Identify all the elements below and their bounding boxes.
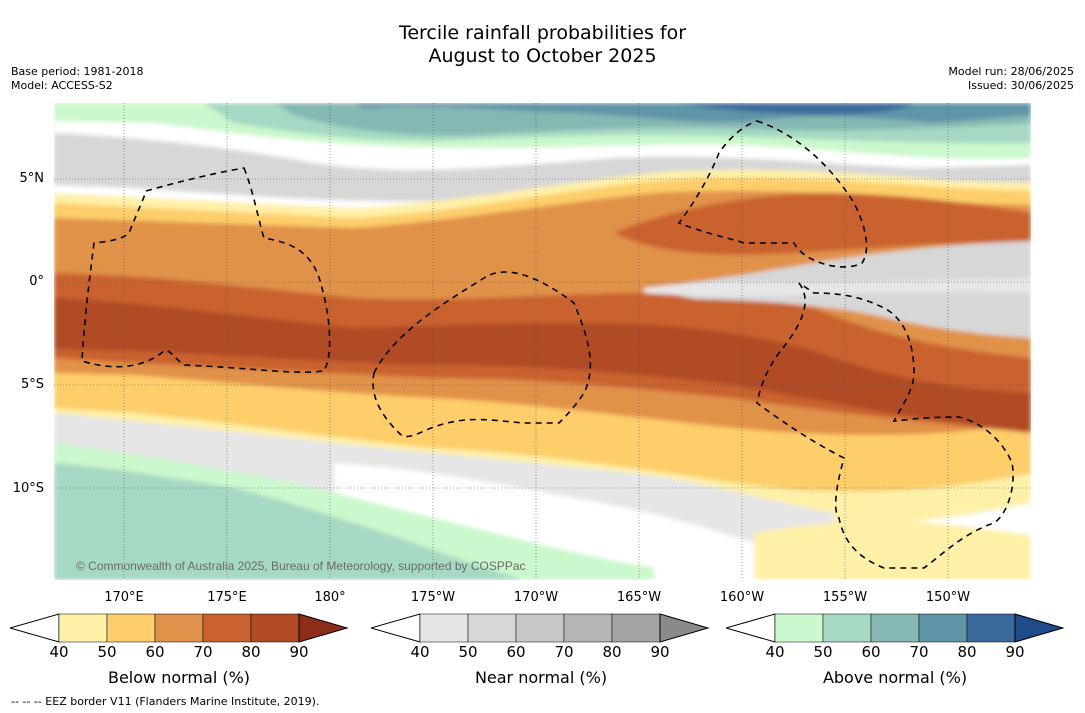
below-tick-50: 50 [97, 643, 117, 661]
colorbar-above [726, 613, 1065, 643]
lon-label-170e: 170°E [104, 590, 144, 605]
eez-central [372, 271, 592, 438]
probability-map: © Commonwealth of Australia 2025, Bureau… [54, 103, 1031, 580]
lon-label-170w: 170°W [513, 590, 559, 605]
chart-title-line2: August to October 2025 [428, 45, 657, 67]
model-name: Model: ACCESS-S2 [11, 79, 113, 92]
near-tick-50: 50 [458, 643, 478, 661]
model-run: Model run: 28/06/2025 [948, 65, 1074, 78]
lon-label-165w: 165°W [616, 590, 662, 605]
above-tick-60: 60 [861, 643, 881, 661]
below-tick-40: 40 [49, 643, 69, 661]
near-tick-80: 80 [602, 643, 622, 661]
near-tick-40: 40 [410, 643, 430, 661]
chart-title-line1: Tercile rainfall probabilities for [398, 22, 687, 44]
colorbar-below [10, 613, 349, 643]
region-below-north-70 [614, 193, 1031, 255]
region-near-equator-white [644, 278, 1031, 297]
gridlines [54, 103, 1031, 580]
eez-legend-note: -- -- -- EEZ border V11 (Flanders Marine… [11, 695, 320, 708]
eez-east-south [756, 282, 1014, 569]
colorbar-above-label: Above normal (%) [822, 668, 968, 687]
eez-borders [81, 120, 1014, 569]
meta-left: Base period: 1981-2018 Model: ACCESS-S2 [11, 65, 143, 93]
near-tick-60: 60 [506, 643, 526, 661]
colorbar-near-label: Near normal (%) [474, 668, 608, 687]
region-below-80 [54, 298, 1031, 431]
above-tick-70: 70 [909, 643, 929, 661]
below-tick-80: 80 [241, 643, 261, 661]
region-above-south-east [754, 521, 1031, 580]
lat-label-5s: 5°S [20, 377, 44, 392]
lon-label-155w: 155°W [822, 590, 868, 605]
lat-label-5n: 5°N [19, 171, 45, 186]
region-above-north-80 [674, 103, 914, 115]
map-svg: © Commonwealth of Australia 2025, Bureau… [54, 103, 1031, 580]
below-tick-90: 90 [289, 643, 309, 661]
near-tick-70: 70 [554, 643, 574, 661]
lon-label-160w: 160°W [719, 590, 765, 605]
region-above-south-50 [54, 463, 524, 580]
lon-label-180: 180° [314, 590, 346, 605]
colorbar-near [371, 613, 710, 643]
issued-date: Issued: 30/06/2025 [967, 79, 1074, 92]
colorbar-below-label: Below normal (%) [107, 668, 251, 687]
lon-label-175w: 175°W [410, 590, 456, 605]
map-shading [54, 103, 1031, 580]
above-tick-50: 50 [813, 643, 833, 661]
below-tick-60: 60 [145, 643, 165, 661]
above-tick-80: 80 [957, 643, 977, 661]
lon-label-175e: 175°E [207, 590, 247, 605]
meta-right: Model run: 28/06/2025 Issued: 30/06/2025 [948, 65, 1074, 93]
copyright-text: © Commonwealth of Australia 2025, Bureau… [76, 559, 526, 573]
base-period: Base period: 1981-2018 [11, 65, 144, 78]
lon-label-150w: 150°W [925, 590, 971, 605]
below-tick-70: 70 [193, 643, 213, 661]
eez-tuvalu-kiribati-west [81, 167, 331, 373]
above-tick-40: 40 [765, 643, 785, 661]
near-tick-90: 90 [650, 643, 670, 661]
lat-label-0: 0° [29, 274, 44, 289]
above-tick-90: 90 [1005, 643, 1025, 661]
lat-label-10s: 10°S [12, 481, 44, 496]
eez-east-north [677, 120, 868, 268]
